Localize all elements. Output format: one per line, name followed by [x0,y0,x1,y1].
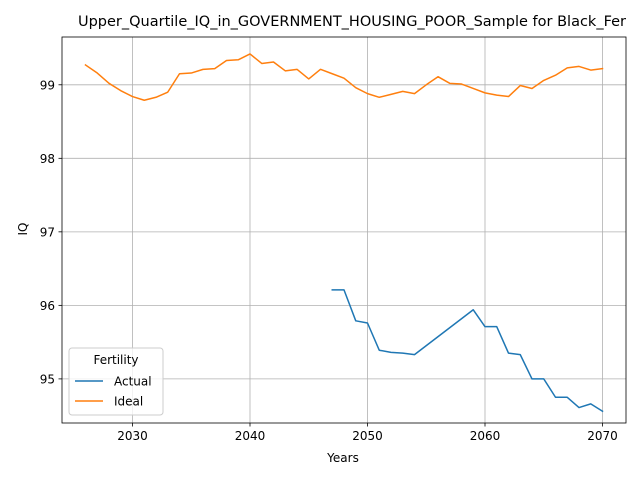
series-layer [84,53,604,413]
series-line-actual [331,289,604,413]
y-axis-title: IQ [16,223,30,236]
x-axis-title: Years [326,451,359,465]
x-tick-label: 2050 [352,429,383,443]
x-tick-label: 2040 [235,429,266,443]
chart-title: Upper_Quartile_IQ_in_GOVERNMENT_HOUSING_… [78,14,626,30]
tick-layer: 2030 2040 2050 2060 2070 95 96 97 98 99 [40,78,618,443]
y-tick-label: 95 [40,372,55,386]
x-tick-label: 2060 [470,429,501,443]
series-line-ideal [84,53,604,101]
legend-label-ideal: Ideal [114,395,143,409]
y-tick-label: 99 [40,78,55,92]
legend-title: Fertility [93,353,138,367]
x-tick-label: 2070 [587,429,618,443]
legend: Fertility Actual Ideal [68,347,164,416]
legend-box [68,347,164,416]
y-tick-label: 96 [40,299,55,313]
x-tick-label: 2030 [117,429,148,443]
y-tick-label: 97 [40,225,55,239]
plot-frame [61,36,627,424]
y-tick-label: 98 [40,152,55,166]
legend-label-actual: Actual [114,375,152,389]
